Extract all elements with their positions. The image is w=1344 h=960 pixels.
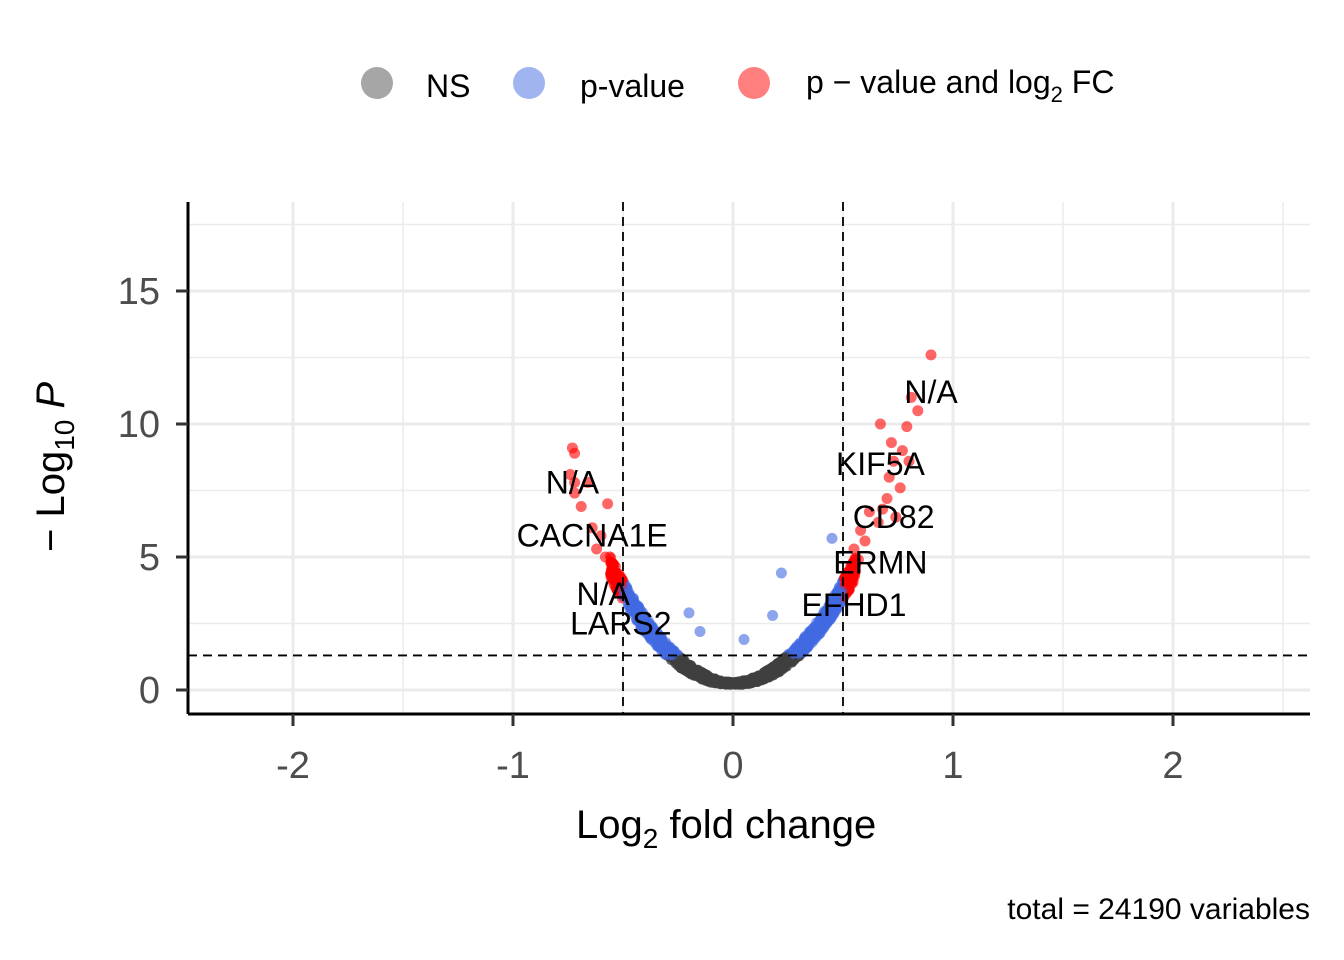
gene-label: LARS2 (570, 606, 671, 642)
gene-point (894, 482, 906, 494)
gene-point (569, 477, 581, 489)
gene-point (591, 543, 603, 555)
y-axis-title: − Log10 P (29, 382, 80, 553)
x-axis-title: Log2 fold change (576, 803, 876, 854)
axes (186, 202, 1310, 716)
cutoff-lines (188, 202, 1310, 714)
gene-point (826, 532, 838, 544)
gene-point (602, 498, 614, 510)
gene-point (767, 610, 779, 622)
gene-point (658, 644, 669, 654)
gene-point (605, 571, 616, 582)
gene-point (599, 551, 611, 563)
gene-point (888, 455, 900, 467)
legend-key-ns (361, 67, 393, 99)
gene-point (709, 674, 720, 685)
gene-point (912, 405, 924, 417)
gene-point (852, 554, 864, 566)
gene-label: EFHD1 (802, 587, 907, 623)
y-tick-label: 0 (139, 670, 160, 712)
caption: total = 24190 variables (1007, 893, 1310, 926)
gene-point (775, 567, 787, 579)
gene-point (815, 628, 826, 639)
gene-point (881, 492, 893, 504)
gene-point (625, 600, 636, 611)
x-tick-label: 2 (1162, 745, 1183, 787)
gene-point (813, 616, 824, 627)
gene-point (859, 535, 871, 547)
gene-point (779, 654, 790, 665)
gene-point (877, 503, 889, 515)
gene-point (764, 670, 775, 681)
gene-point (690, 665, 701, 676)
gene-point (872, 516, 884, 528)
gene-point (575, 500, 587, 512)
x-axis-ticks: -2 -1 0 1 2 (276, 714, 1184, 787)
gene-point (635, 612, 646, 623)
gene-label: KIF5A (836, 446, 926, 482)
gene-point (848, 543, 860, 555)
y-axis-ticks: 0 5 10 15 (118, 271, 188, 712)
gene-point (582, 477, 594, 489)
gene-point (805, 639, 816, 650)
point-cloud (604, 551, 862, 690)
gene-point (836, 586, 847, 597)
gene-point (683, 607, 695, 619)
minor-gridlines (188, 202, 1310, 714)
gene-point (569, 487, 581, 499)
gene-point (890, 511, 902, 523)
y-tick-label: 10 (118, 404, 160, 446)
gene-point (738, 633, 750, 645)
x-tick-label: -1 (496, 745, 530, 787)
x-tick-label: 1 (942, 745, 963, 787)
gene-point (896, 445, 908, 457)
gene-point (747, 678, 758, 688)
gene-label: CD82 (853, 499, 935, 535)
legend-key-both (738, 67, 770, 99)
gene-point (905, 391, 917, 403)
gene-label: N/A (904, 374, 958, 410)
gene-point (823, 604, 834, 615)
gene-label: N/A (577, 576, 631, 612)
legend-label-both: p − value and log2 FC (806, 64, 1114, 107)
y-tick-label: 5 (139, 537, 160, 579)
gene-point (595, 530, 607, 542)
gene-point (863, 506, 875, 518)
gene-point (682, 659, 692, 670)
legend-label-ns: NS (426, 68, 470, 104)
gene-label: CACNA1E (517, 518, 668, 554)
gene-point (874, 418, 886, 430)
gene-point (606, 562, 618, 574)
gene-point (647, 631, 658, 642)
legend-label-pvalue: p-value (580, 68, 685, 104)
gene-label: ERMN (833, 544, 927, 580)
gene-point (903, 455, 915, 467)
y-tick-label: 15 (118, 271, 160, 313)
gene-point (883, 471, 895, 483)
gene-point (586, 522, 598, 534)
x-tick-label: 0 (722, 745, 743, 787)
x-tick-label: -2 (276, 745, 310, 787)
gene-label: N/A (546, 465, 600, 501)
gene-point (569, 447, 581, 459)
legend-key-pvalue (513, 67, 545, 99)
gene-point (901, 421, 913, 433)
gene-point (769, 662, 780, 672)
gene-point (694, 625, 706, 637)
gene-point (925, 349, 937, 361)
gene-point (855, 524, 867, 536)
major-gridlines (188, 202, 1310, 714)
highlight-points (564, 349, 937, 645)
gene-point (885, 437, 897, 449)
legend: NS p-value p − value and log2 FC (361, 64, 1114, 107)
